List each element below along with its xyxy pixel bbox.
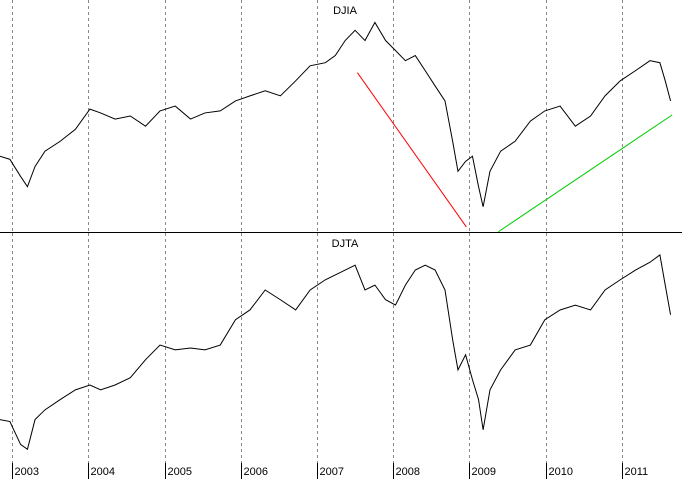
x-tick-label: 2006 xyxy=(244,466,268,478)
series-line xyxy=(0,254,672,451)
trend-line xyxy=(356,72,467,228)
series-line xyxy=(0,21,672,207)
chart-title: DJIA xyxy=(333,5,358,17)
chart-title: DJTA xyxy=(332,238,359,250)
x-tick-label: 2004 xyxy=(91,466,115,478)
x-tick-label: 2009 xyxy=(472,466,496,478)
x-tick-label: 2003 xyxy=(15,466,39,478)
trend-line xyxy=(498,114,673,233)
x-tick-label: 2011 xyxy=(625,466,649,478)
x-tick-label: 2010 xyxy=(549,466,573,478)
x-tick-label: 2008 xyxy=(396,466,420,478)
x-tick-label: 2005 xyxy=(168,466,192,478)
x-tick-label: 2007 xyxy=(320,466,344,478)
